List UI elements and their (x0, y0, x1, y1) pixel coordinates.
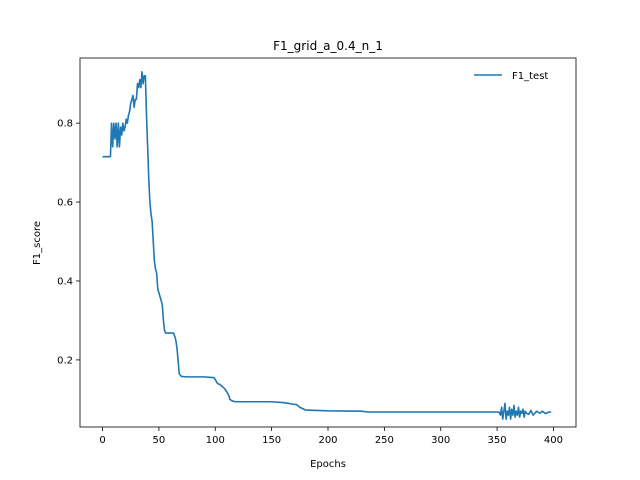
x-tick-label: 200 (318, 435, 337, 446)
x-tick-label: 250 (375, 435, 394, 446)
x-axis-ticks: 0 50 100 150 200 250 300 350 400 (99, 427, 563, 446)
chart-title: F1_grid_a_0.4_n_1 (273, 39, 383, 53)
x-axis-label: Epochs (310, 459, 346, 470)
x-tick-label: 400 (544, 435, 563, 446)
y-tick-label: 0.8 (57, 119, 73, 130)
y-tick-label: 0.4 (57, 276, 73, 287)
x-tick-label: 0 (99, 435, 105, 446)
x-tick-label: 100 (206, 435, 225, 446)
y-tick-label: 0.2 (57, 355, 73, 366)
legend: F1_test (474, 71, 548, 82)
plot-area (102, 71, 552, 420)
x-tick-label: 300 (431, 435, 450, 446)
x-tick-label: 150 (262, 435, 281, 446)
y-axis-ticks: 0.2 0.4 0.6 0.8 (57, 119, 80, 366)
x-tick-label: 350 (488, 435, 507, 446)
series-line-f1-test (102, 71, 552, 420)
y-axis-label: F1_score (32, 221, 43, 265)
y-tick-label: 0.6 (57, 198, 73, 209)
x-tick-label: 50 (153, 435, 166, 446)
legend-label-f1-test: F1_test (512, 71, 548, 82)
